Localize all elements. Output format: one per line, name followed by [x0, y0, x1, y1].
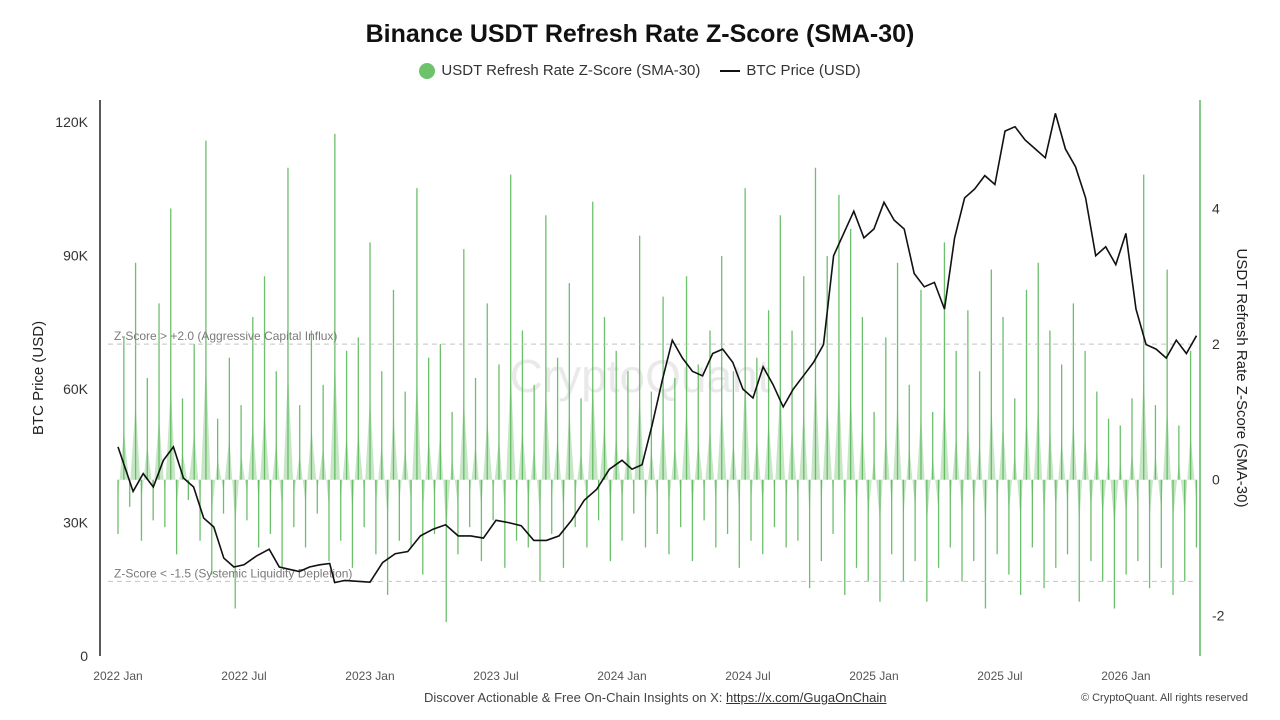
btc-series: [117, 113, 1198, 584]
x-tick: 2025 Jul: [977, 669, 1022, 683]
x-tick: 2022 Jul: [221, 669, 266, 683]
axes: [99, 100, 1201, 656]
y-right-axis-label: USDT Refresh Rate Z-Score (SMA-30): [1233, 249, 1250, 508]
reference-label: Z-Score > +2.0 (Aggressive Capital Influ…: [114, 329, 337, 343]
y-right-tick: 4: [1212, 200, 1220, 216]
y-left-tick: 120K: [55, 114, 88, 130]
y-right-tick: 0: [1212, 472, 1220, 488]
y-left-tick: 30K: [63, 515, 89, 531]
y-left-tick: 60K: [63, 381, 89, 397]
x-tick: 2024 Jan: [597, 669, 646, 683]
legend: USDT Refresh Rate Z-Score (SMA-30) BTC P…: [0, 62, 1280, 79]
y-right-tick: 2: [1212, 336, 1220, 352]
btc-price-line: [117, 113, 1198, 584]
y-left-axis-label: BTC Price (USD): [30, 321, 47, 435]
chart-title: Binance USDT Refresh Rate Z-Score (SMA-3…: [365, 20, 915, 48]
x-tick: 2022 Jan: [93, 669, 142, 683]
y-left-tick: 0: [80, 648, 88, 664]
x-tick: 2023 Jan: [345, 669, 394, 683]
footer-text: Discover Actionable & Free On-Chain Insi…: [424, 690, 886, 705]
legend-zscore-marker: [419, 62, 436, 79]
legend-item-zscore[interactable]: USDT Refresh Rate Z-Score (SMA-30): [419, 62, 700, 79]
footer-caption: Discover Actionable & Free On-Chain Insi…: [424, 690, 727, 705]
x-tick: 2025 Jan: [849, 669, 898, 683]
footer-link[interactable]: https://x.com/GugaOnChain: [726, 690, 887, 705]
tick-labels: 0 30K 60K 90K 120K -2 0 2 4 2022 Jan 2022 Jul 2023 …: [55, 114, 1224, 683]
legend-btc-marker: [720, 69, 741, 72]
y-left-tick: 90K: [63, 248, 89, 264]
reference-label: Z-Score < -1.5 (Systemic Liquidity Deple…: [114, 566, 352, 580]
zscore-series: [117, 133, 1198, 623]
legend-btc-label: BTC Price (USD): [746, 62, 861, 79]
x-tick: 2024 Jul: [725, 669, 770, 683]
x-tick: 2026 Jan: [1101, 669, 1150, 683]
legend-item-btc[interactable]: BTC Price (USD): [720, 62, 861, 79]
x-tick: 2023 Jul: [473, 669, 518, 683]
copyright: © CryptoQuant. All rights reserved: [1080, 692, 1248, 704]
legend-zscore-label: USDT Refresh Rate Z-Score (SMA-30): [441, 62, 701, 79]
y-right-tick: -2: [1212, 607, 1225, 623]
